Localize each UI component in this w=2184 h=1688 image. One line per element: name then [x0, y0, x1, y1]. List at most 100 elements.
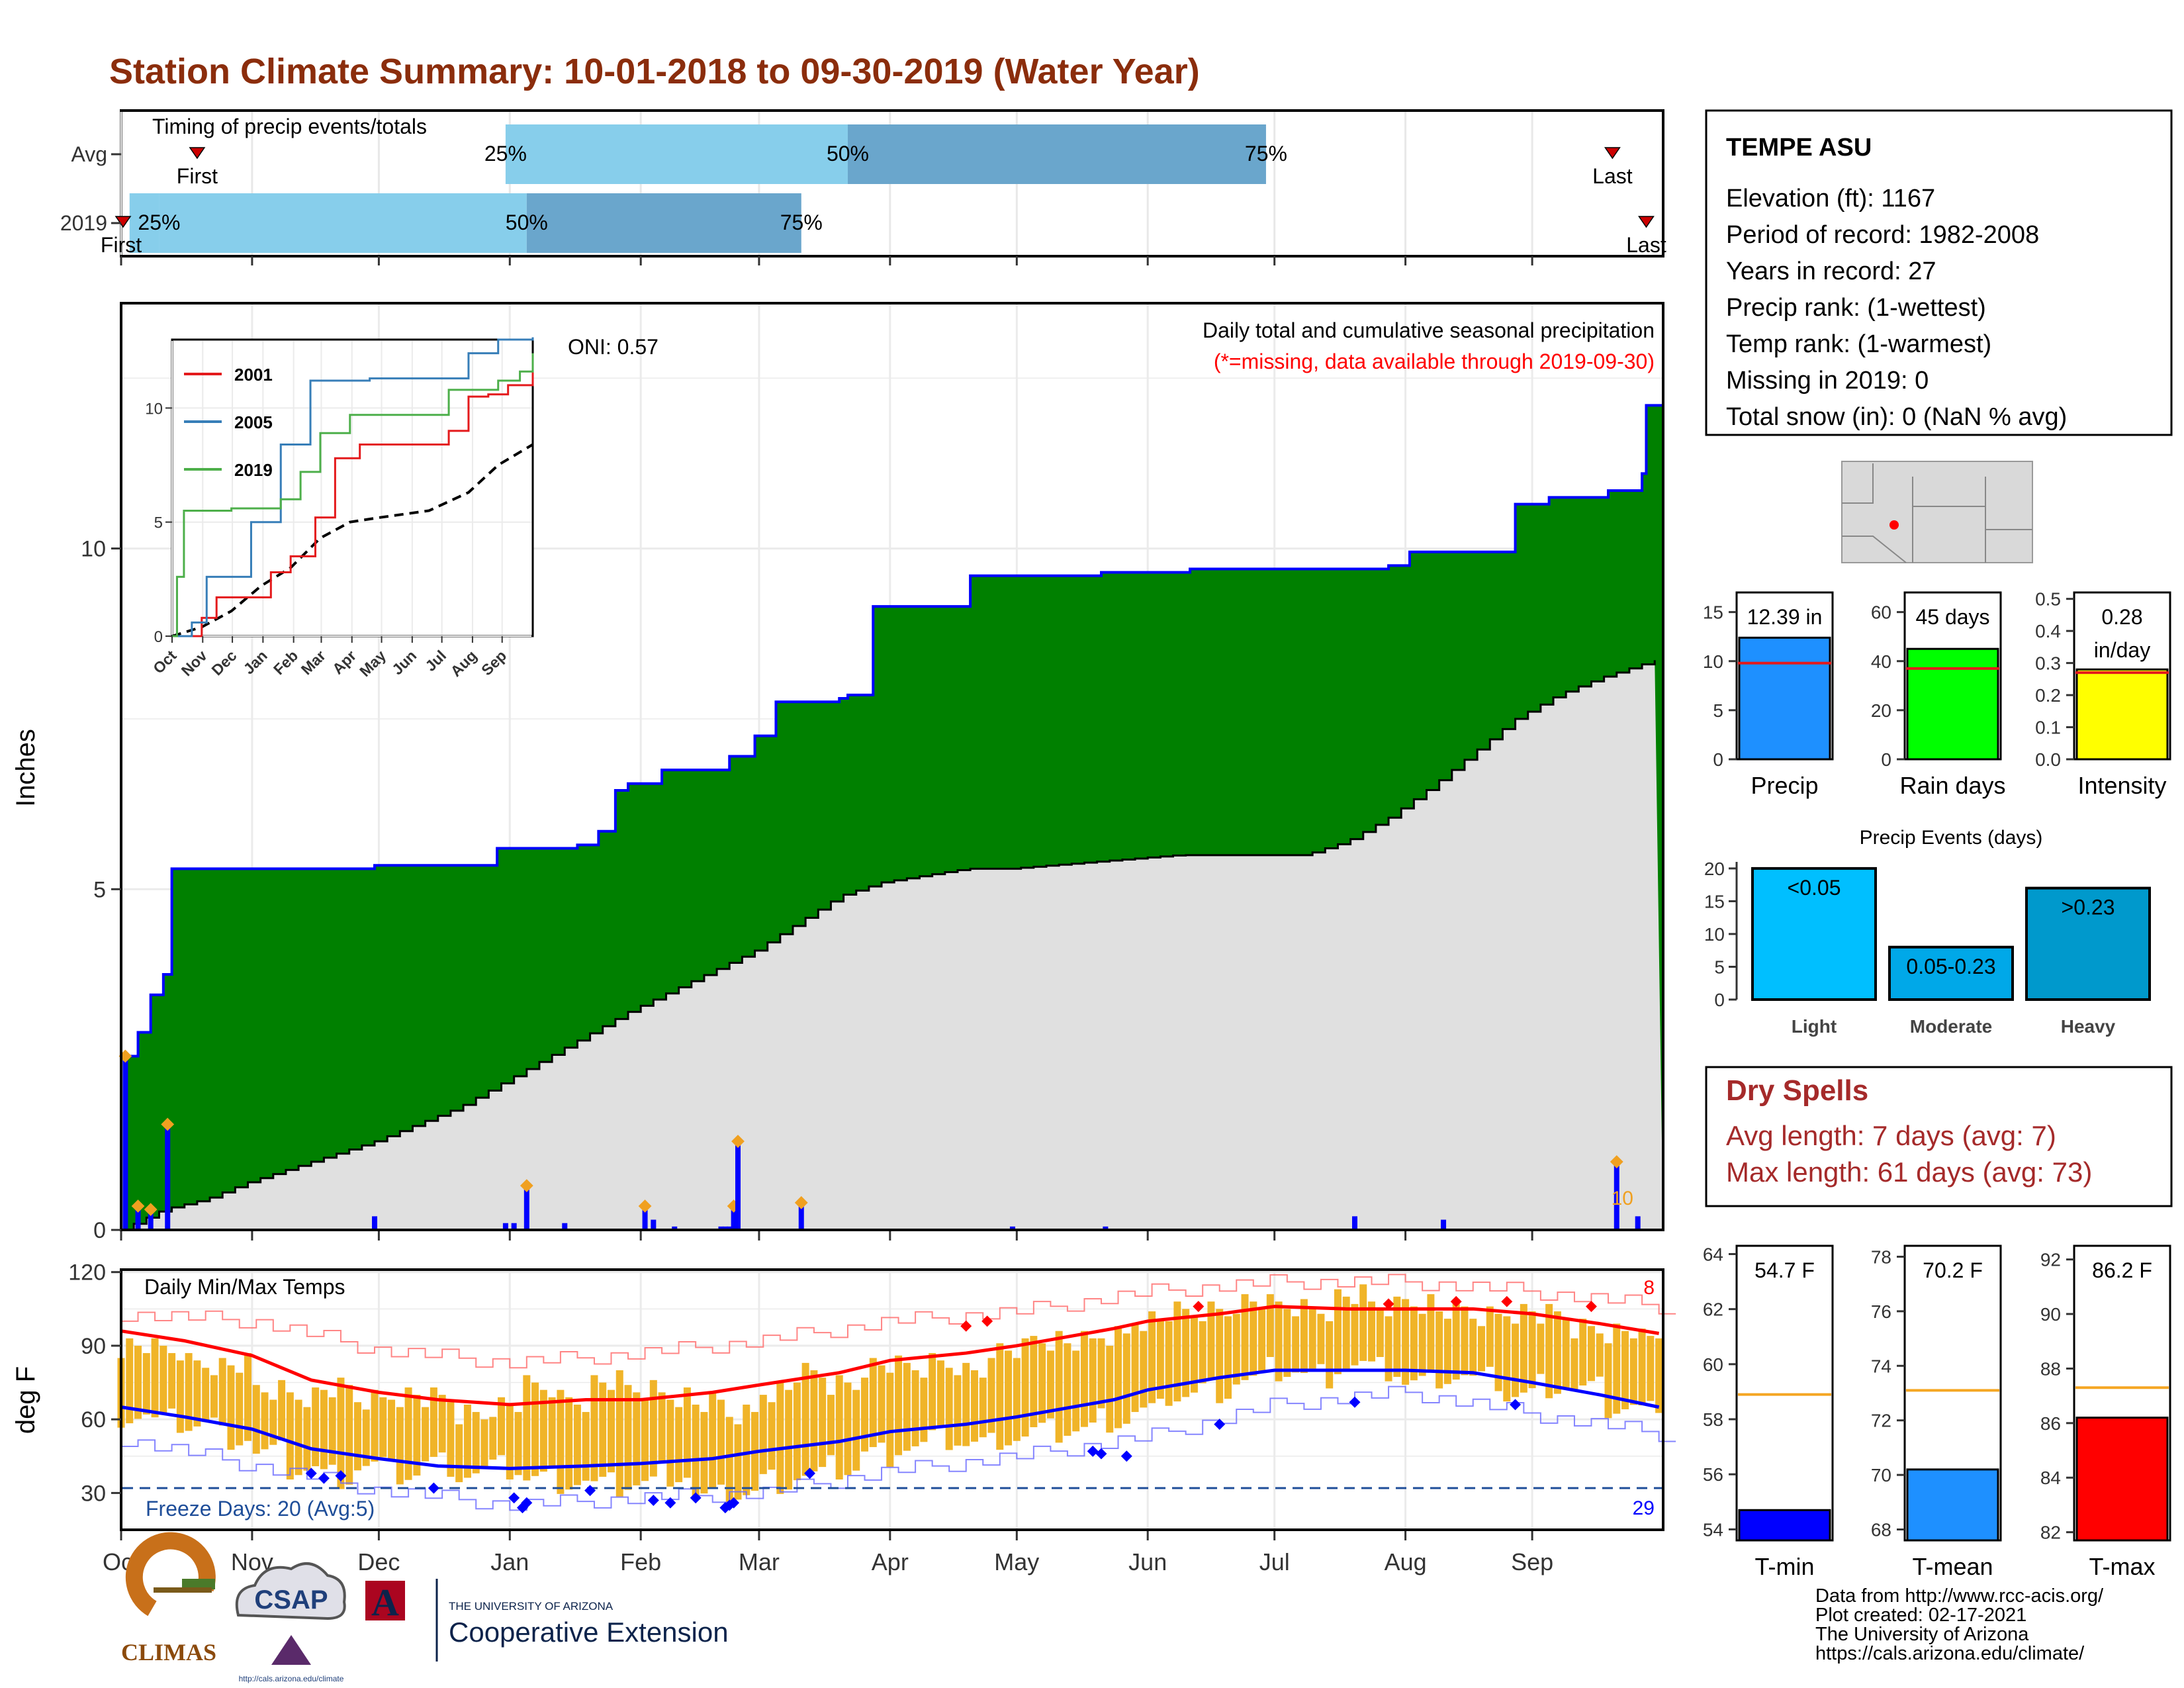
daily-temp-range-bar	[1520, 1303, 1527, 1393]
daily-temp-range-bar	[624, 1385, 632, 1490]
daily-temp-range-bar	[371, 1389, 379, 1462]
csap-mountain	[271, 1635, 311, 1665]
daily-temp-range-bar	[1604, 1343, 1612, 1419]
precip-title: Daily total and cumulative seasonal prec…	[1203, 318, 1655, 342]
station-info-box: TEMPE ASU Elevation (ft): 1167 Period of…	[1705, 109, 2173, 436]
summary-label-bg	[1739, 1248, 1830, 1289]
event-marker	[638, 1199, 652, 1213]
temp-y-label: deg F	[11, 1366, 40, 1434]
timing-label-25: 25%	[484, 142, 527, 165]
record-high-count: 8	[1643, 1277, 1655, 1299]
precip-frame	[120, 302, 1664, 1231]
credits: Data from http://www.rcc-acis.org/ Plot …	[1815, 1585, 2104, 1664]
timing-bar-25-50	[505, 124, 848, 184]
summary-panel-name: T-min	[1755, 1553, 1815, 1580]
credit-line: https://cals.arizona.edu/climate/	[1815, 1643, 2085, 1664]
record-low-marker	[804, 1468, 816, 1479]
precip-y-tick-label: 5	[93, 877, 106, 902]
daily-temp-range-bar	[1342, 1296, 1350, 1370]
daily-temp-range-bar	[1064, 1343, 1071, 1436]
daily-temp-range-bar	[1528, 1311, 1536, 1389]
climas-logo-bar	[154, 1587, 212, 1593]
daily-temp-range-bar	[962, 1362, 970, 1446]
event-marker	[144, 1203, 158, 1217]
summary-value-bar	[1738, 636, 1831, 761]
month-tick-label: Mar	[739, 1548, 780, 1575]
record-max-line	[121, 1274, 1676, 1369]
daily-temp-range-bar	[1055, 1331, 1063, 1443]
locator-map	[1841, 461, 2033, 563]
daily-precip-bar	[727, 1226, 733, 1230]
daily-temp-range-bar	[1587, 1326, 1595, 1382]
inset-lines	[171, 337, 534, 637]
daily-precip-bar	[122, 1056, 128, 1230]
daily-precip-bar	[165, 1124, 171, 1230]
temp-panel: Daily Min/Max Temps Freeze Days: 20 (Avg…	[11, 1260, 1676, 1575]
daily-temp-range-bar	[954, 1375, 962, 1446]
summary-value-unit: in/day	[2094, 638, 2150, 662]
daily-temp-range-bar	[1368, 1301, 1376, 1362]
daily-temp-range-bar	[531, 1382, 539, 1476]
daily-temp-range-bar	[801, 1362, 809, 1476]
record-low-marker	[584, 1485, 596, 1497]
summary-y-tick-label: 56	[1703, 1464, 1723, 1485]
summary-value-bar	[2075, 668, 2169, 761]
record-high-marker	[1501, 1295, 1513, 1307]
daily-temp-range-bar	[1579, 1319, 1587, 1385]
precip-panel: Daily total and cumulative seasonal prec…	[11, 302, 1664, 1243]
daily-temp-range-bar	[1013, 1358, 1021, 1441]
daily-temp-range-bar	[996, 1343, 1004, 1450]
daily-temp-range-bar	[1182, 1309, 1190, 1397]
summary-y-tick-label: 0	[1713, 749, 1723, 770]
daily-temp-range-bar	[159, 1345, 167, 1413]
daily-temp-range-bar	[590, 1375, 598, 1481]
daily-temp-range-bar	[1435, 1311, 1443, 1389]
inset-y-tick-label: 10	[145, 400, 163, 418]
summary-panel-name: Rain days	[1899, 772, 2005, 799]
daily-temp-range-bar	[709, 1392, 717, 1489]
logos: CLIMAS CSAP http://cals.arizona.edu/clim…	[121, 1532, 729, 1683]
summary-y-tick-label: 54	[1703, 1519, 1723, 1540]
daily-precip-bar	[1352, 1216, 1357, 1230]
daily-temp-range-bar	[565, 1397, 573, 1490]
precip-count-label: 10	[1612, 1188, 1633, 1209]
daily-temp-range-bar	[599, 1382, 607, 1477]
summary-value-label: 0.28	[2101, 605, 2142, 629]
daily-precip-bar	[731, 1205, 737, 1230]
daily-temp-range-bar	[768, 1402, 776, 1470]
daily-temp-range-bar	[557, 1389, 565, 1494]
daily-temp-range-bar	[1494, 1313, 1502, 1391]
daily-temp-range-bar	[683, 1387, 691, 1478]
summary-y-tick-label: 64	[1703, 1244, 1723, 1264]
timing-y-axis: Avg 2019	[60, 142, 121, 235]
daily-temp-range-bar	[447, 1402, 455, 1477]
daily-temp-range-bar	[480, 1419, 488, 1470]
daily-temp-range-bar	[1156, 1319, 1164, 1399]
summary-y-tick-label: 0.1	[2035, 718, 2061, 738]
daily-temp-range-bar	[142, 1353, 150, 1415]
summary-panel-name: Intensity	[2077, 772, 2166, 799]
daily-temp-range-bar	[1638, 1328, 1646, 1406]
month-tick-label: Dec	[357, 1548, 400, 1575]
inset-legend-label: 2019	[234, 460, 273, 480]
month-tick-label: Jan	[490, 1548, 529, 1575]
inset-legend: 2001 2005 2019	[184, 365, 273, 480]
daily-temp-range-bar	[413, 1395, 421, 1476]
daily-temp-range-bar	[379, 1397, 387, 1458]
climas-logo-arc	[125, 1532, 216, 1617]
daily-temp-range-bar	[1266, 1294, 1274, 1357]
daily-temp-range-bar	[1046, 1350, 1054, 1419]
record-low-marker	[690, 1492, 702, 1504]
oni-label: ONI: 0.57	[568, 335, 659, 359]
dry-spells-title: Dry Spells	[1726, 1074, 1868, 1107]
record-high-marker	[1193, 1301, 1205, 1313]
summary-y-tick-label: 62	[1703, 1299, 1723, 1320]
daily-temp-range-bar	[286, 1392, 294, 1479]
daily-temp-range-bar	[929, 1353, 936, 1430]
avg-cumulative-line	[121, 660, 1656, 1231]
summary-value-label: 45 days	[1915, 605, 1989, 629]
summary-y-tick-label: 0.0	[2035, 749, 2061, 770]
daily-precip-bar	[1614, 1162, 1619, 1230]
daily-temp-range-bar	[734, 1424, 742, 1500]
